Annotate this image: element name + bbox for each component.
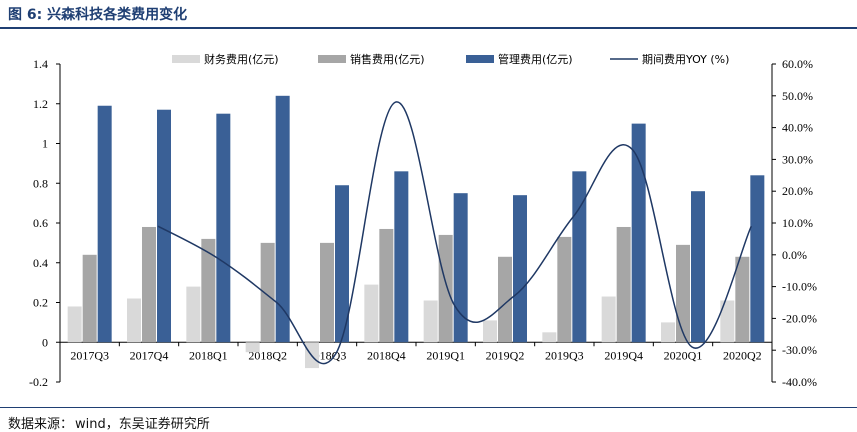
left-tick-label: 0.8 [33, 176, 48, 190]
bar-series-1 [186, 286, 201, 343]
bar-series-1 [601, 296, 616, 343]
bar-series [67, 95, 765, 369]
title-divider [0, 27, 857, 29]
category-label: 2019Q1 [426, 348, 465, 362]
expense-chart: -0.2 0 0.2 0.4 0.6 0.8 1 1.2 1.4 -40.0% -30.0% -20.… [29, 52, 817, 389]
bar-series-3 [750, 175, 765, 343]
bar-series-1 [483, 320, 497, 343]
bar-series-1 [364, 284, 379, 343]
right-tick-label: 30.0% [782, 152, 813, 166]
bar-series-2 [379, 228, 394, 343]
category-label: 2018Q4 [367, 348, 406, 362]
source-text: wind，东吴证券研究所 [75, 417, 210, 432]
bar-series-3 [691, 191, 705, 343]
left-tick-label: 0.2 [33, 296, 48, 310]
bar-series-2 [438, 234, 453, 343]
bar-series-1 [720, 300, 735, 343]
right-tick-label: 0.0% [782, 248, 807, 262]
bar-series-3 [631, 123, 646, 343]
bar-series-3 [335, 185, 349, 343]
left-tick-label: 0 [42, 335, 48, 349]
legend-swatch [466, 55, 494, 63]
source-label: 数据来源： [8, 417, 74, 432]
bar-series-1 [542, 332, 557, 343]
left-tick-label: -0.2 [29, 375, 48, 389]
legend-swatch [172, 55, 200, 63]
category-label: 2019Q2 [486, 348, 525, 362]
right-tick-label: 60.0% [782, 57, 813, 71]
bar-series-2 [616, 226, 631, 343]
right-tick-label: 10.0% [782, 216, 813, 230]
category-label: 2018Q1 [189, 348, 228, 362]
chart-axes: -0.2 0 0.2 0.4 0.6 0.8 1 1.2 1.4 -40.0% -30.0% -20.… [29, 57, 817, 389]
bar-series-2 [82, 254, 97, 343]
bar-series-1 [423, 300, 438, 343]
legend-label: 管理费用(亿元) [498, 52, 573, 66]
yoy-line-series [157, 101, 753, 365]
bar-series-3 [572, 171, 587, 343]
left-tick-label: 1.2 [33, 97, 48, 111]
right-tick-label: -40.0% [782, 375, 817, 389]
right-tick-label: -30.0% [782, 343, 817, 357]
category-label: 2017Q4 [130, 348, 169, 362]
figure-title: 图 6: 兴森科技各类费用变化 [8, 7, 188, 23]
right-tick-label: -20.0% [782, 311, 817, 325]
right-tick-label: 50.0% [782, 89, 813, 103]
category-label: 2019Q4 [604, 348, 643, 362]
bar-series-3 [216, 113, 231, 343]
bar-series-1 [127, 298, 141, 343]
left-tick-label: 1 [42, 137, 48, 151]
bar-series-2 [320, 242, 334, 343]
bar-series-1 [67, 306, 82, 343]
bar-series-2 [735, 256, 750, 343]
left-tick-label: 0.6 [33, 216, 48, 230]
chart-legend: 财务费用(亿元) 销售费用(亿元) 管理费用(亿元) 期间费用YOY (%) [172, 52, 729, 66]
bar-series-2 [676, 244, 690, 343]
bar-series-2 [557, 236, 572, 343]
right-tick-label: 20.0% [782, 184, 813, 198]
bar-series-3 [394, 171, 409, 343]
right-tick-label: 40.0% [782, 121, 813, 135]
left-tick-label: 0.4 [33, 256, 48, 270]
bar-series-2 [142, 226, 156, 343]
bar-series-1 [661, 322, 675, 343]
data-source: 数据来源： wind，东吴证券研究所 [8, 413, 212, 432]
bar-series-3 [97, 105, 112, 343]
category-label: 2017Q3 [70, 348, 109, 362]
left-tick-label: 1.4 [33, 57, 48, 71]
right-tick-label: -10.0% [782, 280, 817, 294]
bar-series-2 [260, 242, 275, 343]
bar-series-2 [498, 256, 512, 343]
bar-series-3 [275, 95, 290, 343]
bar-series-2 [201, 238, 216, 343]
bar-series-1 [245, 342, 260, 353]
legend-label: 销售费用(亿元) [350, 52, 425, 66]
bar-series-3 [513, 195, 527, 343]
legend-label: 期间费用YOY (%) [642, 53, 729, 66]
bar-series-3 [157, 109, 171, 343]
category-label: 2019Q3 [545, 348, 584, 362]
yoy-line [157, 101, 753, 365]
bottom-divider [0, 407, 857, 408]
legend-label: 财务费用(亿元) [204, 52, 279, 66]
category-label: 2020Q1 [664, 348, 703, 362]
category-label: 2020Q2 [723, 348, 762, 362]
legend-swatch [318, 55, 346, 63]
bar-series-3 [453, 193, 468, 343]
